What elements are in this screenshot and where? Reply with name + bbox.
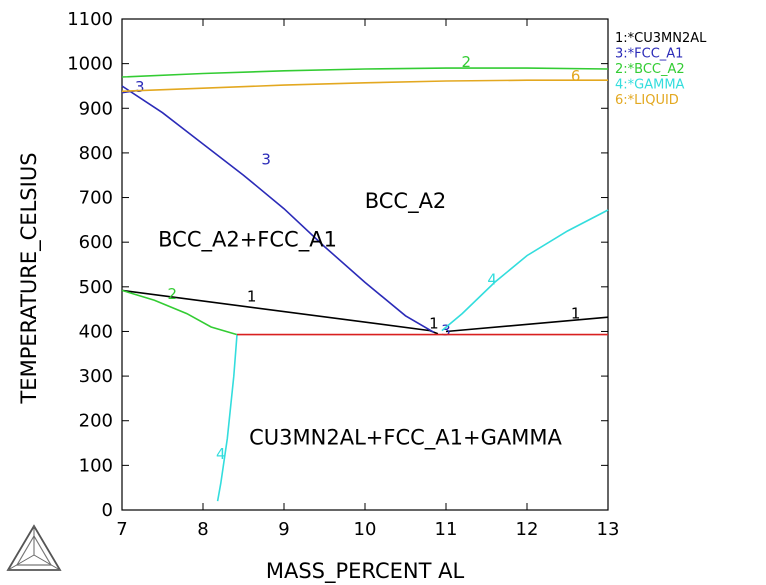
- x-tick-label: 11: [435, 519, 458, 540]
- series-line: [441, 209, 609, 332]
- y-tick-label: 0: [102, 500, 113, 521]
- legend-entry: 4:*GAMMA: [615, 78, 685, 93]
- series-label: 2: [461, 53, 471, 71]
- series-label: 2: [167, 285, 177, 303]
- x-axis-label: MASS_PERCENT AL: [266, 559, 465, 584]
- series-line: [121, 289, 238, 336]
- y-tick-label: 1000: [67, 54, 113, 75]
- series-line: [121, 85, 435, 333]
- y-tick-label: 600: [79, 232, 113, 253]
- triangle-logo-icon: [6, 524, 62, 571]
- y-tick-label: 500: [79, 277, 113, 298]
- x-tick-label: 9: [278, 519, 289, 540]
- y-tick-label: 200: [79, 411, 113, 432]
- series-label: 6: [571, 67, 581, 85]
- series-line: [121, 67, 609, 78]
- series-label: 3: [261, 151, 271, 169]
- series-line: [216, 334, 238, 502]
- series-label: 3: [441, 322, 451, 340]
- legend-entry: 2:*BCC_A2: [615, 62, 685, 77]
- y-tick-label: 700: [79, 188, 113, 209]
- y-tick-label: 400: [79, 321, 113, 342]
- series-label: 1: [247, 288, 257, 306]
- x-tick-label: 7: [116, 519, 127, 540]
- region-annotation: CU3MN2AL+FCC_A1+GAMMA: [249, 425, 562, 450]
- legend-entry: 6:*LIQUID: [615, 93, 679, 108]
- x-tick-label: 12: [516, 519, 539, 540]
- y-tick-label: 300: [79, 366, 113, 387]
- series-line: [121, 79, 608, 93]
- series-label: 4: [487, 271, 497, 289]
- series-label: 1: [571, 305, 581, 323]
- series-line: [445, 316, 609, 333]
- y-tick-label: 800: [79, 143, 113, 164]
- legend-entry: 1:*CU3MN2AL: [615, 31, 707, 46]
- legend-entry: 3:*FCC_A1: [615, 47, 683, 62]
- y-axis-label: TEMPERATURE_CELSIUS: [17, 152, 42, 404]
- region-annotation: BCC_A2+FCC_A1: [158, 228, 337, 253]
- series-label: 4: [216, 445, 226, 463]
- y-tick-label: 900: [79, 98, 113, 119]
- x-tick-label: 13: [597, 519, 620, 540]
- series-label: 3: [135, 78, 145, 96]
- series-label: 1: [429, 314, 439, 332]
- y-tick-label: 1100: [67, 9, 113, 30]
- x-tick-label: 10: [354, 519, 377, 540]
- x-tick-label: 8: [197, 519, 208, 540]
- legend: 1:*CU3MN2AL3:*FCC_A12:*BCC_A24:*GAMMA6:*…: [615, 31, 707, 108]
- region-annotation: BCC_A2: [365, 189, 447, 214]
- y-tick-label: 100: [79, 455, 113, 476]
